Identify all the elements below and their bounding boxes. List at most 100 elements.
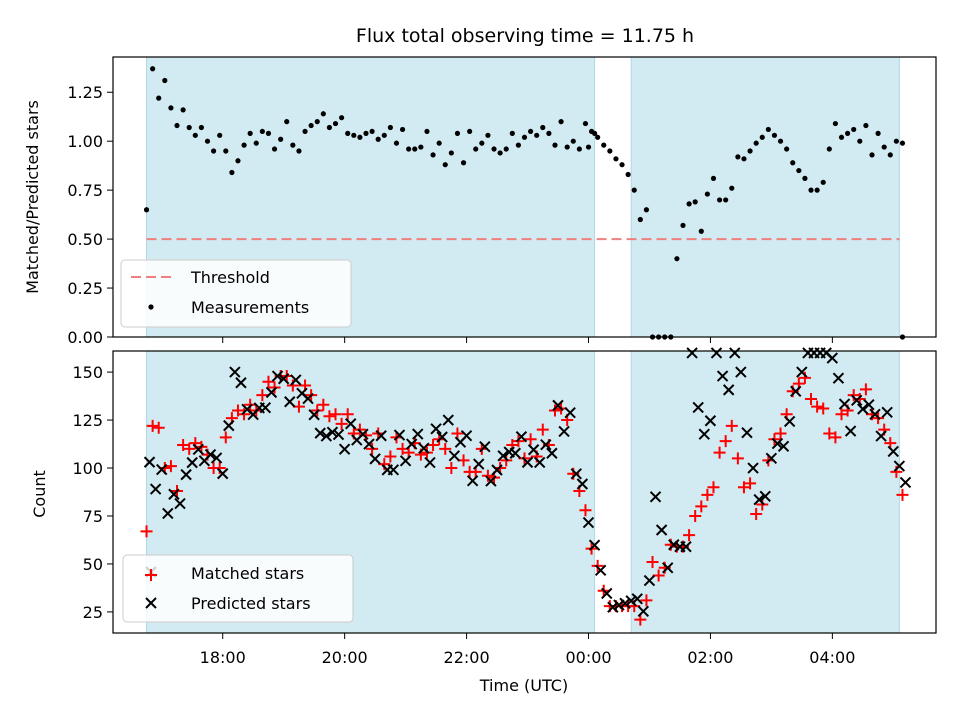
predicted-star-marker (229, 366, 241, 378)
legend-predicted-label: Predicted stars (191, 594, 311, 613)
predicted-star-marker (149, 483, 162, 495)
bottom-y-tick-label: 150 (72, 363, 103, 382)
measurement-point (162, 77, 168, 84)
predicted-star-marker (174, 497, 186, 510)
predicted-star-marker (594, 564, 607, 577)
bottom-panel-frame (112, 350, 937, 634)
predicted-star-marker (473, 458, 485, 470)
bottom-x-tick-label: 00:00 (565, 648, 611, 667)
predicted-star-marker (576, 478, 589, 490)
predicted-star-marker (357, 428, 369, 440)
measurement-point (686, 201, 692, 207)
predicted-star-marker (308, 409, 320, 421)
predicted-star-marker (540, 439, 552, 451)
predicted-star-marker (765, 452, 778, 465)
matched-star-marker (689, 509, 702, 522)
measurement-point (198, 124, 204, 131)
measurement-point (704, 191, 710, 197)
measurement-point (558, 119, 564, 125)
measurement-point (585, 144, 592, 150)
measurement-point (320, 111, 326, 117)
matched-star-marker (262, 375, 275, 388)
matched-star-marker (701, 488, 714, 501)
measurement-point (290, 142, 296, 148)
matched-star-marker (719, 435, 732, 448)
predicted-star-marker (210, 452, 223, 464)
matched-star-marker (707, 481, 720, 494)
predicted-star-marker (192, 443, 205, 456)
predicted-star-marker (527, 444, 540, 456)
measurement-point (430, 152, 436, 158)
top-legend: Threshold Measurements (120, 259, 352, 328)
predicted-star-marker (259, 402, 272, 414)
measurement-point (899, 140, 906, 146)
bottom-y-tick-label: 75 (83, 507, 103, 526)
matched-star-marker (725, 419, 738, 432)
predicted-star-marker (436, 431, 448, 443)
predicted-star-marker (466, 475, 479, 487)
measurement-point (619, 162, 625, 168)
predicted-star-marker (284, 396, 296, 408)
measurement-point (308, 122, 314, 129)
measurement-point (247, 130, 253, 136)
matched-star-marker (329, 408, 342, 421)
measurement-point (204, 138, 211, 144)
matched-star-marker (805, 392, 818, 405)
matched-star-marker (427, 439, 440, 451)
measurement-point (460, 160, 467, 166)
predicted-star-marker (162, 507, 174, 520)
measurement-point (369, 128, 375, 135)
matched-star-marker (835, 408, 848, 421)
measurement-point (576, 146, 582, 152)
predicted-star-marker (601, 587, 613, 600)
matched-star-marker (744, 477, 757, 490)
legend-matched-label: Matched stars (191, 564, 304, 583)
measurement-point (832, 120, 839, 127)
measurement-point (424, 128, 430, 135)
measurement-point (393, 140, 400, 146)
measurement-point (875, 130, 881, 136)
measurement-point (893, 138, 899, 144)
predicted-star-marker (790, 385, 802, 397)
measurement-point (838, 134, 845, 140)
measurement-point (710, 175, 717, 181)
predicted-star-marker (796, 366, 808, 378)
measurement-point (418, 144, 424, 150)
measurement-point (735, 154, 741, 160)
predicted-star-marker (235, 377, 247, 389)
matched-star-marker (695, 500, 708, 513)
predicted-star-marker (564, 406, 576, 419)
measurement-point (595, 134, 601, 140)
matched-star-marker (366, 442, 379, 455)
measurement-point (820, 179, 826, 185)
bottom-y-tick-label: 25 (83, 603, 103, 622)
matched-star-marker (445, 462, 458, 475)
measurement-point (284, 119, 290, 125)
predicted-star-marker (777, 440, 790, 453)
measurement-point (601, 142, 607, 148)
matched-star-marker (146, 419, 159, 432)
measurement-point (210, 148, 217, 154)
top-y-tick-label: 0.25 (67, 279, 103, 298)
measurement-point (259, 128, 265, 135)
predicted-star-marker (521, 456, 534, 469)
measurement-point (674, 256, 680, 262)
predicted-star-marker (631, 593, 643, 605)
bottom-x-tick-label: 20:00 (322, 648, 368, 667)
predicted-star-marker (460, 429, 473, 442)
measurement-point (680, 222, 686, 228)
predicted-star-marker (485, 475, 497, 487)
predicted-star-marker (893, 460, 906, 472)
matched-star-marker (323, 410, 336, 423)
predicted-star-marker (826, 352, 839, 364)
matched-star-marker (317, 398, 330, 411)
matched-star-marker (817, 402, 830, 415)
measurement-point (412, 146, 418, 152)
predicted-star-marker (625, 595, 637, 607)
bottom-x-tick-label: 04:00 (809, 648, 855, 667)
predicted-star-marker (393, 429, 406, 441)
matched-star-marker (353, 423, 366, 436)
predicted-star-marker (607, 601, 619, 613)
bottom-x-tick-label: 18:00 (200, 648, 246, 667)
predicted-star-marker (265, 386, 278, 399)
